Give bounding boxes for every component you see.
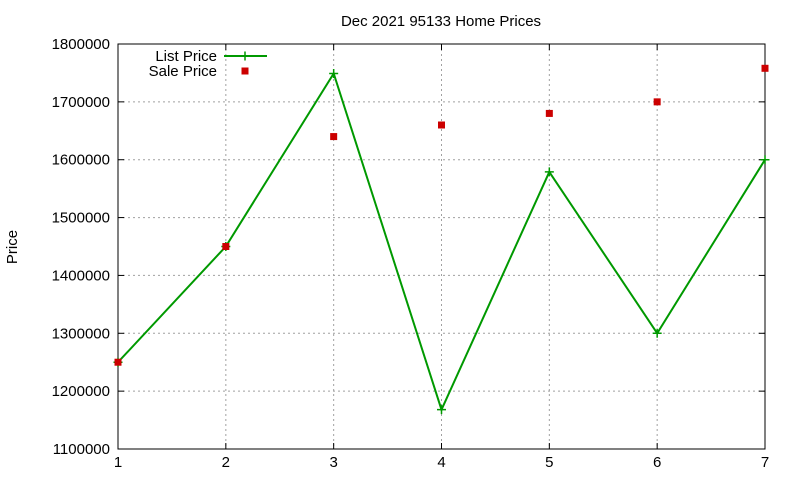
x-tick-label: 4 bbox=[437, 454, 445, 471]
x-tick-label: 5 bbox=[545, 454, 553, 471]
y-tick-label: 1700000 bbox=[52, 94, 110, 111]
y-tick-label: 1100000 bbox=[53, 441, 110, 458]
legend-marker-sale-price bbox=[241, 67, 249, 75]
y-tick-label: 1800000 bbox=[52, 36, 110, 53]
axis-ticks: 1100000 1200000 1300000 1400000 1500000 16000… bbox=[52, 36, 770, 471]
list-price-point bbox=[760, 155, 770, 165]
y-axis-label: Price bbox=[4, 230, 21, 264]
legend-marker-list-price bbox=[240, 51, 250, 61]
x-tick-label: 6 bbox=[653, 454, 661, 471]
y-tick-label: 1500000 bbox=[52, 210, 110, 227]
x-tick-label: 7 bbox=[761, 454, 769, 471]
y-tick-label: 1400000 bbox=[52, 267, 110, 284]
sale-price-point bbox=[222, 243, 230, 250]
x-tick-label: 1 bbox=[114, 454, 122, 471]
list-price-point bbox=[437, 405, 446, 415]
sale-price-point bbox=[653, 98, 661, 106]
grid bbox=[118, 44, 765, 449]
legend: List Price Sale Price bbox=[149, 48, 267, 80]
series-area bbox=[113, 64, 770, 415]
list-price-point bbox=[544, 167, 554, 177]
legend-label-list-price: List Price bbox=[155, 48, 217, 65]
list-price-point bbox=[329, 69, 339, 79]
sale-price-point bbox=[330, 133, 338, 141]
y-tick-label: 1600000 bbox=[52, 152, 110, 169]
list-price-point bbox=[652, 328, 662, 338]
sale-price-point bbox=[761, 64, 769, 72]
sale-price-point bbox=[438, 121, 445, 129]
chart-title: Dec 2021 95133 Home Prices bbox=[341, 13, 541, 30]
x-tick-label: 2 bbox=[222, 454, 230, 471]
legend-label-sale-price: Sale Price bbox=[149, 63, 217, 80]
sale-price-point bbox=[114, 358, 122, 366]
sale-price-point bbox=[545, 109, 553, 117]
y-tick-label: 1300000 bbox=[52, 325, 110, 342]
x-tick-label: 3 bbox=[329, 454, 337, 471]
y-tick-label: 1200000 bbox=[52, 383, 110, 400]
